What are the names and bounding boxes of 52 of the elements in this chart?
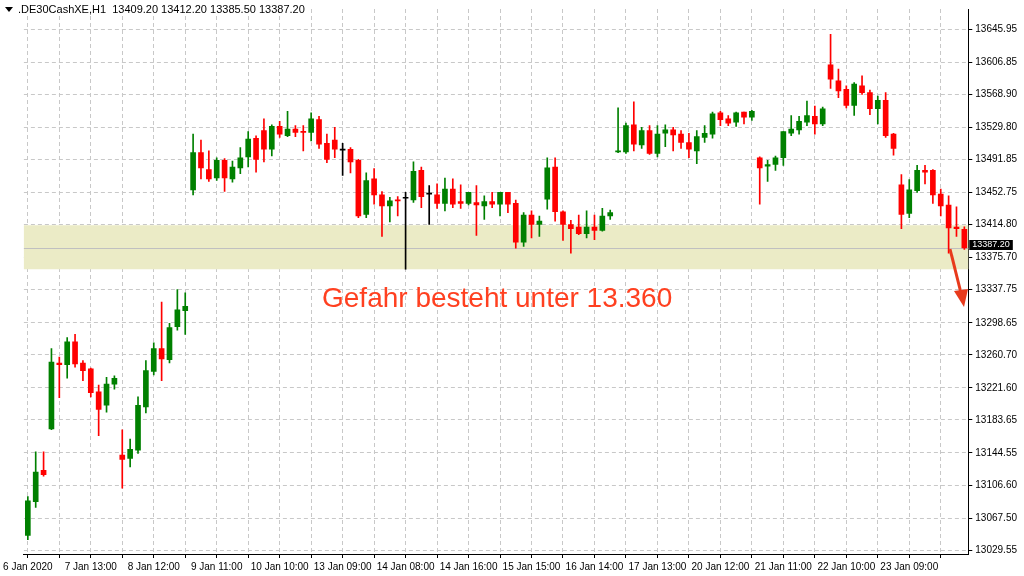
- y-tick-label: 13106.60: [975, 478, 1018, 490]
- ref-line-label: 13387.20: [972, 239, 1010, 250]
- x-tick-label: 14 Jan 08:00: [376, 560, 435, 572]
- x-tick-label: 20 Jan 12:00: [691, 560, 750, 572]
- candlestick: [756, 156, 763, 205]
- x-tick-label: 17 Jan 13:00: [628, 560, 687, 572]
- candlestick: [568, 219, 574, 254]
- x-tick-label: 15 Jan 15:00: [502, 560, 561, 572]
- x-tick-label: 13 Jan 09:00: [313, 560, 372, 572]
- x-tick-label: 10 Jan 10:00: [250, 560, 310, 572]
- x-tick-label: 14 Jan 16:00: [439, 560, 498, 572]
- candlestick: [119, 429, 126, 489]
- candlestick: [615, 107, 621, 153]
- candlestick: [379, 191, 385, 237]
- x-tick-label: 8 Jan 12:00: [127, 560, 181, 572]
- y-tick-label: 13337.75: [975, 283, 1018, 295]
- y-tick-label: 13645.95: [975, 23, 1018, 35]
- x-tick-label: 7 Jan 13:00: [64, 560, 118, 572]
- chart-title: .DE30CashXE,H1 13409.20 13412.20 13385.50 13387.20: [18, 3, 305, 15]
- y-tick-label: 13568.90: [975, 88, 1018, 100]
- x-tick-label: 9 Jan 11:00: [190, 560, 243, 572]
- candlestick: [457, 184, 464, 209]
- y-tick-label: 13491.85: [975, 153, 1018, 165]
- candlestick: [922, 164, 928, 185]
- y-tick-label: 13452.75: [975, 186, 1018, 198]
- x-tick-label: 6 Jan 2020: [3, 560, 54, 572]
- candlestick: [481, 195, 488, 220]
- candlestick: [489, 192, 495, 208]
- x-tick-label: 21 Jan 11:00: [754, 560, 813, 572]
- x-tick-label: 22 Jan 10:00: [817, 560, 876, 572]
- y-tick-label: 13260.70: [975, 348, 1018, 360]
- candlestick: [788, 115, 795, 137]
- candlestick: [182, 292, 189, 335]
- y-tick-label: 13144.55: [975, 446, 1018, 458]
- y-tick-label: 13029.55: [975, 543, 1018, 555]
- x-tick-label: 16 Jan 14:00: [565, 560, 624, 572]
- y-tick-label: 13529.80: [975, 121, 1018, 133]
- y-tick-label: 13067.50: [975, 511, 1018, 523]
- annotation: Gefahr besteht unter 13.360: [322, 282, 673, 314]
- y-tick-label: 13375.70: [975, 251, 1018, 263]
- y-tick-label: 13414.80: [975, 218, 1018, 230]
- y-tick-label: 13183.65: [975, 413, 1018, 425]
- candlestick: [670, 126, 676, 152]
- candlestick: [56, 356, 63, 399]
- x-tick-label: 23 Jan 09:00: [880, 560, 939, 572]
- candlestick: [300, 125, 307, 152]
- y-tick-label: 13221.60: [975, 381, 1018, 393]
- candlestick: [394, 196, 401, 217]
- candlestick: [662, 124, 669, 148]
- candlestick: [387, 197, 393, 223]
- y-tick-label: 13298.65: [975, 316, 1018, 328]
- y-tick-label: 13606.85: [975, 56, 1018, 68]
